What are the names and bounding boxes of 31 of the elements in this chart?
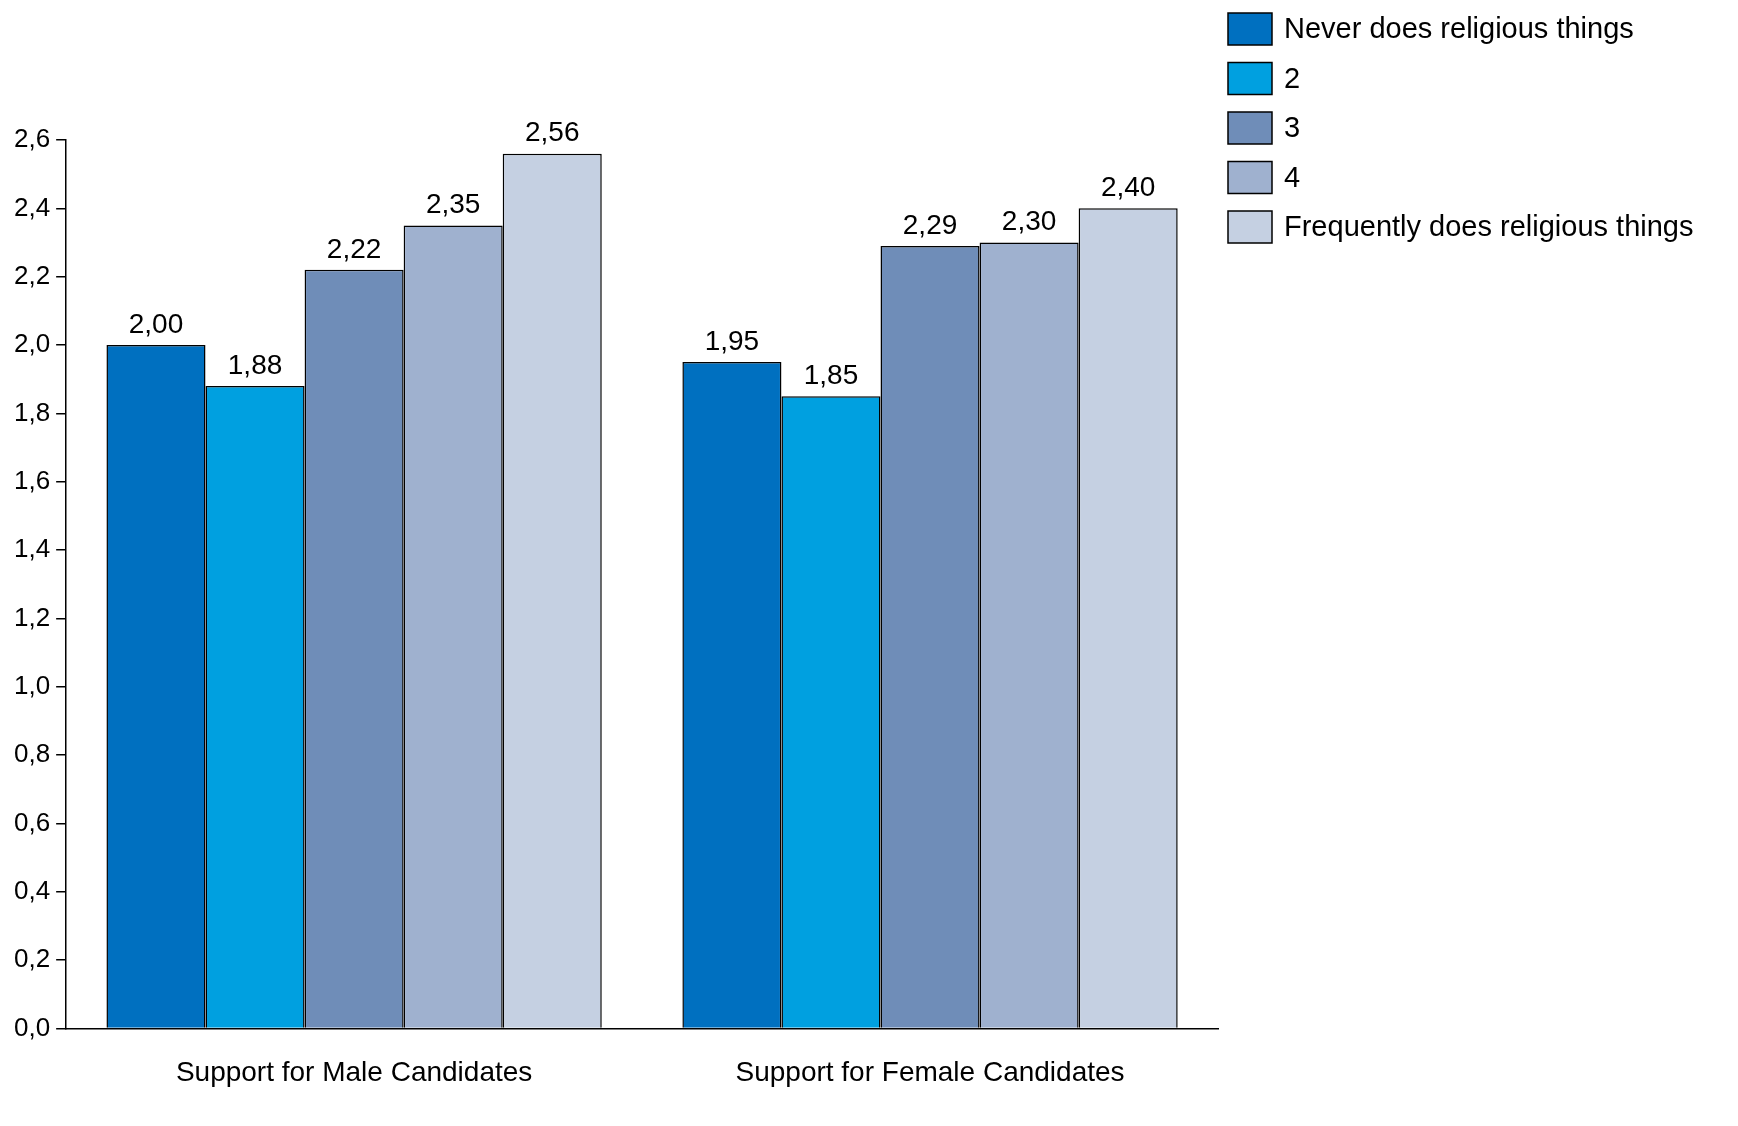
y-tick-label: 2,2 <box>13 259 51 290</box>
legend-label: 2 <box>1284 61 1301 94</box>
y-tick-label: 0,0 <box>13 1011 51 1042</box>
y-tick-label: 1,8 <box>13 396 51 427</box>
legend-label: 4 <box>1284 160 1301 193</box>
data-label: 1,85 <box>803 358 859 390</box>
y-tick-label: 2,0 <box>13 328 51 359</box>
data-label: 2,56 <box>524 116 580 148</box>
data-label: 2,35 <box>425 188 481 220</box>
y-tick-label: 0,2 <box>13 943 51 974</box>
data-label: 1,88 <box>227 348 283 380</box>
x-tick-label: Support for Female Candidates <box>735 1055 1125 1087</box>
y-tick-label: 0,4 <box>13 874 51 905</box>
y-tick-label: 0,6 <box>13 806 51 837</box>
legend-label: 3 <box>1284 111 1301 143</box>
data-label: 1,95 <box>704 324 760 356</box>
y-tick-label: 2,6 <box>13 123 51 154</box>
y-tick-label: 1,4 <box>13 533 51 564</box>
y-tick-label: 1,6 <box>13 464 51 495</box>
data-label: 2,00 <box>128 307 184 339</box>
data-label: 2,40 <box>1100 171 1156 203</box>
x-tick-label: Support for Male Candidates <box>175 1055 533 1087</box>
data-label: 2,30 <box>1001 205 1057 237</box>
data-label: 2,29 <box>902 208 958 240</box>
y-tick-label: 1,2 <box>13 601 51 632</box>
y-tick-label: 2,4 <box>13 191 51 222</box>
y-tick-label: 0,8 <box>13 738 51 769</box>
data-label: 2,22 <box>326 232 382 264</box>
legend-label: Never does religious things <box>1284 12 1634 44</box>
legend-label: Frequently does religious things <box>1284 210 1694 242</box>
y-tick-label: 1,0 <box>13 669 51 700</box>
